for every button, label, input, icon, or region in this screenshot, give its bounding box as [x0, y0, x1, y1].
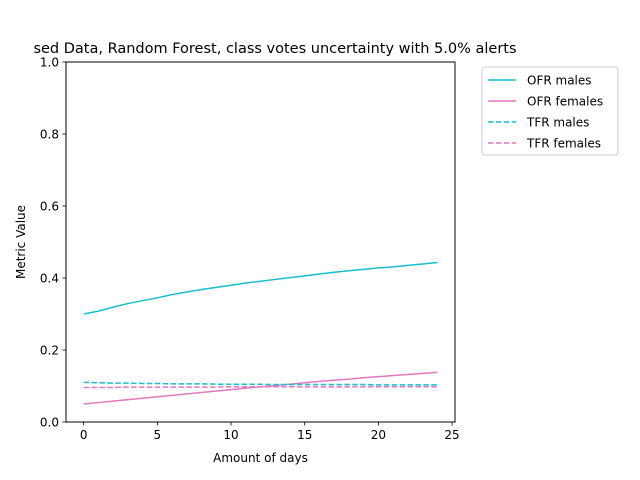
legend-label-tfr-males: TFR males: [526, 115, 589, 129]
plot-area: 0 5 10 15 20 25 0.0 0.2 0.4 0.6 0.8 1.0: [40, 55, 460, 442]
series-line-tfr-females: [83, 385, 438, 389]
plot-frame: [65, 61, 456, 423]
y-axis-label: Metric Value: [14, 205, 28, 279]
x-tick-label: 10: [223, 428, 238, 442]
y-axis-ticks: 0.0 0.2 0.4 0.6 0.8 1.0: [40, 55, 66, 429]
x-tick-label: 25: [444, 428, 459, 442]
legend-box: [481, 66, 619, 156]
x-tick-label: 5: [154, 428, 162, 442]
x-tick-label: 15: [297, 428, 312, 442]
chart-title: sed Data, Random Forest, class votes unc…: [33, 41, 516, 57]
legend-items: OFR males OFR females TFR males TFR females: [488, 73, 603, 150]
series-layer: [83, 261, 438, 405]
y-tick-label: 0.0: [40, 415, 59, 429]
y-tick-label: 1.0: [40, 55, 59, 69]
y-tick-label: 0.2: [40, 343, 59, 357]
series-line-ofr-females: [83, 371, 438, 405]
legend-label-ofr-females: OFR females: [527, 94, 603, 108]
y-tick-label: 0.8: [40, 127, 59, 141]
x-axis-label: Amount of days: [213, 451, 308, 465]
legend-label-tfr-females: TFR females: [526, 136, 601, 150]
x-tick-label: 0: [80, 428, 88, 442]
legend-label-ofr-males: OFR males: [527, 73, 592, 87]
legend: OFR males OFR females TFR males TFR females: [481, 66, 619, 156]
series-line-ofr-males: [83, 261, 438, 315]
y-tick-label: 0.4: [40, 271, 59, 285]
x-axis-ticks: 0 5 10 15 20 25: [80, 422, 460, 442]
x-tick-label: 20: [371, 428, 386, 442]
y-tick-label: 0.6: [40, 199, 59, 213]
series-line-tfr-males: [83, 381, 438, 386]
